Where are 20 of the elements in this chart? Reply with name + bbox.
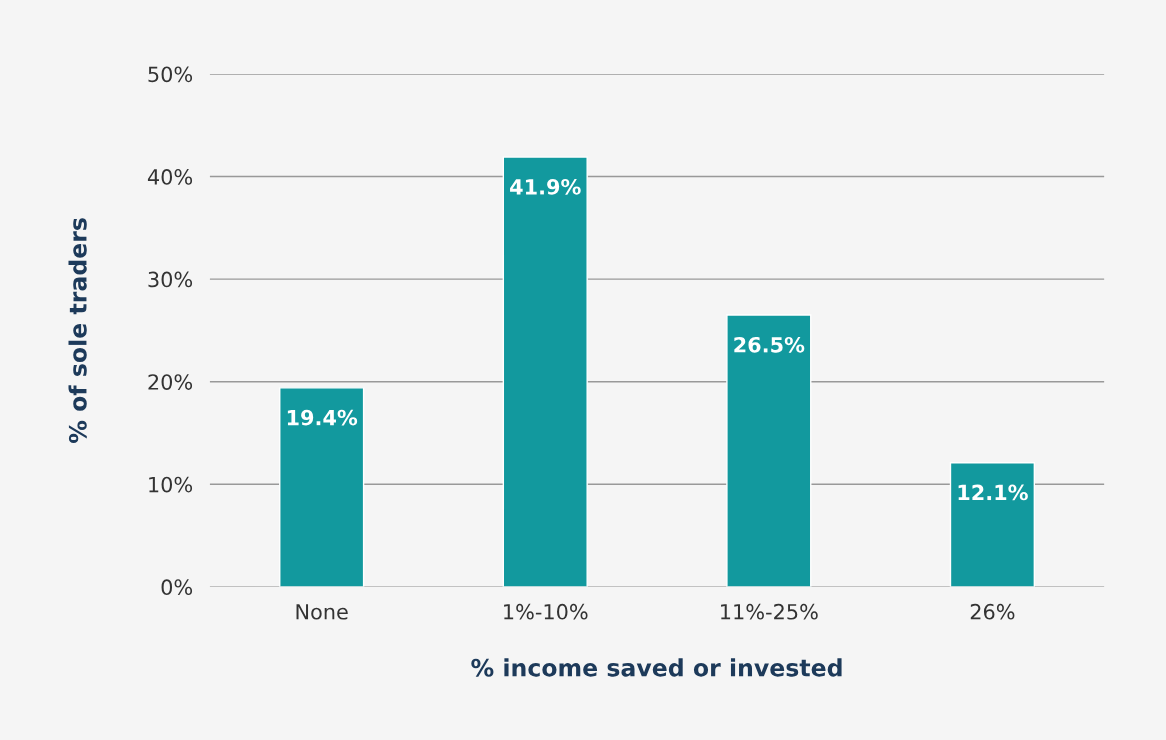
x-tick-label: 11%-25%	[721, 603, 818, 620]
y-axis-title: % of sole traders	[68, 218, 87, 443]
y-tick-label: 30%	[148, 271, 193, 288]
y-tick-label: 0%	[161, 579, 193, 596]
bar	[726, 314, 812, 587]
bar	[502, 156, 588, 587]
x-axis-title: % income saved or invested	[471, 658, 842, 677]
data-label: 19.4%	[287, 409, 358, 426]
x-tick-label: 26%	[970, 603, 1015, 620]
y-tick-label: 50%	[148, 66, 193, 83]
x-tick-label: None	[296, 604, 348, 620]
y-tick-label: 20%	[148, 374, 193, 390]
bar	[949, 462, 1036, 587]
x-tick-label: 1%-10%	[504, 603, 588, 620]
bar	[279, 387, 365, 587]
data-label: 12.1%	[958, 484, 1028, 501]
data-label: 26.5%	[734, 336, 805, 353]
y-tick-label: 10%	[149, 476, 193, 493]
y-tick-label: 40%	[147, 169, 193, 185]
data-label: 41.9%	[510, 178, 581, 195]
